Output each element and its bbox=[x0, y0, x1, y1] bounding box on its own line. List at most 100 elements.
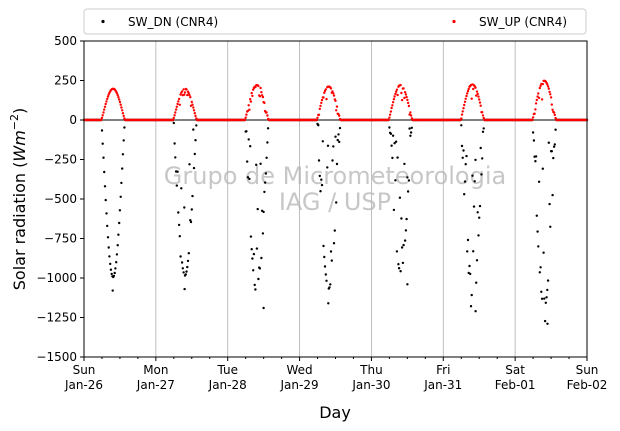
sw-dn-point bbox=[400, 246, 404, 249]
sw-dn-point bbox=[262, 210, 265, 214]
sw-dn-point bbox=[188, 163, 191, 166]
sw-up-point bbox=[249, 100, 253, 103]
sw-up-point bbox=[250, 91, 253, 95]
sw-up-point bbox=[548, 90, 551, 94]
sw-dn-point bbox=[255, 163, 258, 166]
sw-up-point bbox=[533, 112, 536, 115]
sw-up-point bbox=[115, 92, 119, 95]
sw-dn-point bbox=[475, 259, 479, 262]
sw-dn-point bbox=[337, 133, 340, 136]
sw-up-point bbox=[461, 110, 464, 113]
sw-up-point bbox=[391, 104, 394, 107]
sw-dn-point bbox=[397, 267, 401, 270]
sw-up-point bbox=[478, 98, 481, 101]
sw-dn-point bbox=[462, 149, 465, 152]
sw-dn-point bbox=[477, 234, 480, 237]
sw-up-point bbox=[189, 96, 192, 99]
sw-dn-point bbox=[332, 242, 336, 245]
sw-dn-point bbox=[396, 156, 399, 159]
sw-dn-point bbox=[248, 177, 251, 181]
sw-up-point bbox=[396, 93, 399, 97]
plot-background bbox=[84, 41, 587, 357]
sw-dn-point bbox=[253, 283, 256, 287]
sw-up-point bbox=[177, 97, 181, 101]
sw-dn-point bbox=[118, 221, 121, 225]
sw-up-point bbox=[183, 93, 186, 96]
sw-up-point bbox=[534, 102, 538, 105]
x-tick-weekday: Fri bbox=[436, 363, 450, 377]
sw-dn-point bbox=[332, 145, 335, 148]
sw-dn-point bbox=[333, 229, 336, 232]
sw-dn-point bbox=[536, 230, 539, 233]
sw-up-point bbox=[537, 92, 540, 95]
sw-up-point bbox=[470, 97, 473, 100]
sw-dn-point bbox=[115, 253, 119, 256]
sw-dn-point bbox=[114, 267, 117, 270]
sw-dn-point bbox=[111, 289, 114, 292]
sw-up-point bbox=[394, 90, 398, 93]
sw-dn-point bbox=[403, 162, 406, 166]
sw-up-point bbox=[387, 118, 390, 122]
sw-up-point bbox=[551, 108, 554, 112]
sw-dn-point bbox=[257, 277, 260, 281]
sw-up-point bbox=[183, 91, 187, 94]
y-tick-label: −1500 bbox=[36, 350, 77, 364]
sw-up-point bbox=[472, 87, 475, 91]
sw-up-point bbox=[540, 98, 544, 101]
sw-dn-point bbox=[406, 190, 410, 193]
sw-up-point bbox=[106, 95, 110, 98]
sw-dn-point bbox=[323, 255, 326, 259]
sw-up-point bbox=[481, 114, 485, 117]
sw-dn-point bbox=[394, 179, 397, 182]
sw-up-point bbox=[107, 93, 110, 96]
sw-up-point bbox=[191, 103, 194, 106]
sw-up-point bbox=[474, 86, 477, 89]
sw-up-point bbox=[477, 95, 480, 98]
y-axis: 500 250 0 −250 −500 −750 −1000 −1250 −1500 bbox=[36, 34, 84, 364]
sw-dn-point bbox=[406, 176, 409, 179]
sw-dn-point bbox=[183, 287, 186, 291]
sw-dn-point bbox=[116, 244, 119, 247]
y-tick-label: −500 bbox=[44, 192, 77, 206]
sw-dn-point bbox=[103, 185, 107, 188]
sw-up-point bbox=[463, 100, 467, 104]
sw-dn-point bbox=[180, 187, 183, 190]
sw-up-point bbox=[186, 93, 189, 97]
sw-up-point bbox=[335, 105, 339, 108]
sw-dn-point bbox=[551, 193, 554, 197]
sw-up-point bbox=[176, 102, 179, 106]
sw-dn-point bbox=[554, 128, 557, 131]
sw-up-point bbox=[547, 87, 550, 90]
sw-dn-point bbox=[402, 243, 405, 247]
sw-up-point bbox=[178, 103, 181, 107]
sw-up-point bbox=[466, 89, 470, 93]
x-tick-date: Jan-28 bbox=[208, 378, 247, 392]
sw-up-point bbox=[245, 113, 248, 116]
sw-up-point bbox=[121, 109, 124, 112]
sw-dn-point bbox=[408, 127, 411, 130]
sw-dn-point bbox=[101, 142, 104, 145]
sw-dn-point bbox=[544, 301, 547, 304]
sw-up-point bbox=[467, 87, 470, 91]
sw-up-point bbox=[538, 86, 541, 90]
sw-dn-point bbox=[539, 266, 542, 269]
sw-up-point bbox=[475, 90, 479, 93]
sw-up-point bbox=[180, 90, 184, 93]
sw-up-point bbox=[192, 106, 195, 109]
sw-dn-point bbox=[463, 180, 467, 183]
sw-dn-point bbox=[546, 288, 549, 292]
sw-dn-point bbox=[117, 233, 120, 236]
sw-up-point bbox=[179, 93, 182, 96]
sw-dn-point bbox=[389, 132, 393, 135]
sw-dn-point bbox=[537, 245, 540, 248]
sw-up-point bbox=[173, 114, 176, 117]
sw-up-point bbox=[116, 93, 119, 97]
sw-up-point bbox=[103, 108, 106, 111]
sw-up-point bbox=[475, 94, 478, 97]
sw-dn-point bbox=[534, 155, 538, 158]
sw-up-point bbox=[329, 87, 333, 90]
sw-dn-point bbox=[336, 138, 339, 142]
sw-dn-point bbox=[194, 139, 197, 142]
sw-dn-point bbox=[249, 235, 253, 238]
sw-dn-point bbox=[542, 251, 545, 254]
